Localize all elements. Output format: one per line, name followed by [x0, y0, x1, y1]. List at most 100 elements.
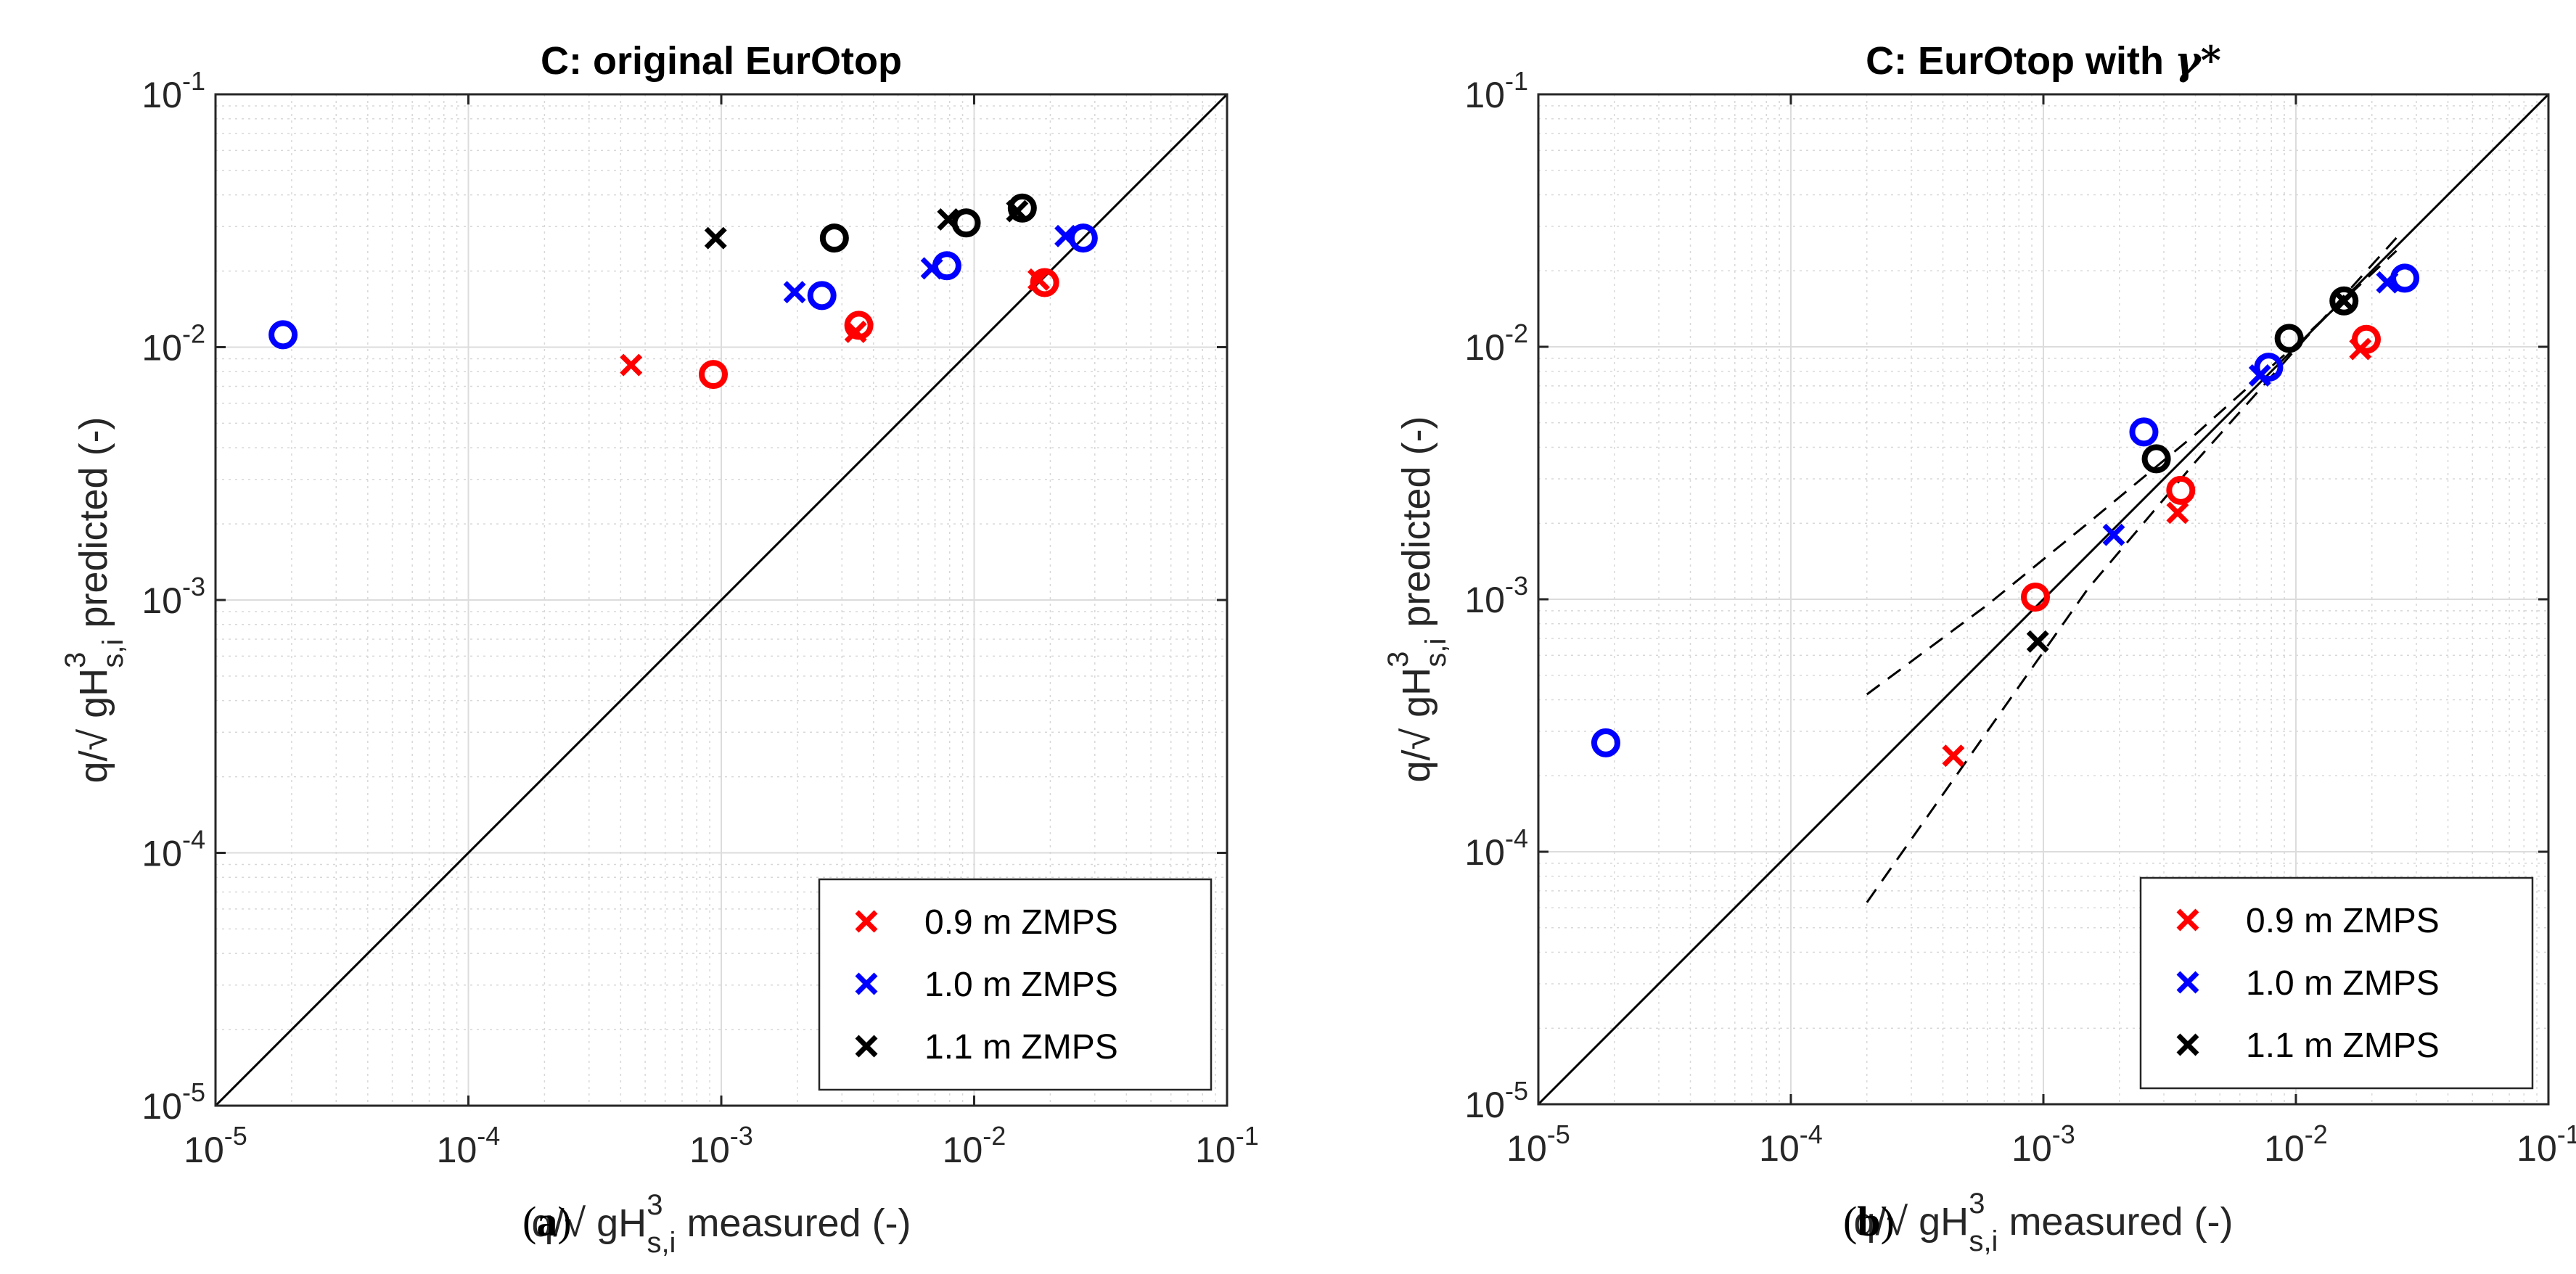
axis-label-text: q/√ gH	[1853, 1200, 1969, 1244]
legend-label: 1.1 m ZMPS	[2246, 1027, 2440, 1065]
one-to-one-line	[1537, 93, 2550, 1106]
legend-marker	[2176, 971, 2199, 994]
cross-stroke	[1942, 744, 1965, 768]
circle-marker	[2129, 417, 2159, 447]
panel-b: 10-510-510-410-410-310-310-210-210-110-1…	[1382, 37, 2576, 1257]
tick-base: 10	[1195, 1130, 1236, 1170]
x-tick-label: 10-1	[2516, 1119, 2576, 1169]
x-tick-label: 10-2	[2264, 1119, 2328, 1169]
tick-exponent: -1	[1505, 66, 1528, 96]
cross-stroke	[2332, 289, 2355, 313]
axis-label-superscript: 3	[1969, 1188, 1985, 1220]
circle-marker	[1068, 223, 1098, 253]
cross-stroke	[937, 207, 960, 231]
legend-marker	[855, 1035, 878, 1058]
legend-box	[818, 878, 1213, 1091]
axis-label-subscript: s,i	[647, 1227, 676, 1259]
one-to-one-line	[214, 93, 1228, 1107]
tick-exponent: -1	[182, 66, 205, 96]
tick-base: 10	[141, 834, 182, 874]
tick-base: 10	[1464, 327, 1505, 368]
axis-label-text: predicted (-)	[1395, 416, 1438, 638]
legend-label: 1.0 m ZMPS	[2246, 964, 2440, 1003]
legend-marker	[2176, 1033, 2199, 1056]
x-tick-label: 10-5	[184, 1121, 247, 1170]
tick-exponent: -2	[1505, 318, 1528, 348]
circle-marker	[2329, 286, 2359, 316]
x-tick-label: 10-3	[689, 1121, 753, 1170]
tick-base: 10	[689, 1130, 730, 1170]
axis-label-text: measured (-)	[1998, 1200, 2233, 1244]
cross-stroke	[2166, 501, 2189, 525]
tick-base: 10	[437, 1130, 477, 1170]
tick-exponent: -4	[1800, 1119, 1823, 1149]
tick-exponent: -2	[983, 1121, 1006, 1151]
data-markers	[268, 193, 1098, 390]
tick-exponent: -1	[1236, 1121, 1259, 1151]
tick-base: 10	[1464, 75, 1505, 115]
cross-marker	[2026, 630, 2049, 653]
axis-label-subscript: s,i	[1969, 1225, 1998, 1257]
cross-stroke	[2349, 337, 2372, 361]
confidence-band-line	[1866, 250, 2397, 696]
cross-marker	[844, 320, 867, 343]
tick-base: 10	[1506, 1128, 1547, 1169]
cross-marker	[620, 353, 643, 377]
circle-marker	[2274, 324, 2304, 353]
circle-marker	[1591, 728, 1620, 757]
x-tick-label: 10-4	[1759, 1119, 1823, 1169]
tick-exponent: -4	[182, 825, 205, 855]
legend-label: 0.9 m ZMPS	[924, 903, 1118, 942]
cross-stroke	[2176, 908, 2199, 932]
cross-marker	[2102, 523, 2125, 546]
tick-base: 10	[1464, 580, 1505, 620]
legend-label: 0.9 m ZMPS	[2246, 902, 2440, 940]
tick-exponent: -5	[1547, 1119, 1570, 1149]
axis-label-text: measured (-)	[676, 1201, 911, 1245]
cross-stroke	[920, 257, 943, 280]
tick-base: 10	[2264, 1128, 2305, 1169]
circle-marker	[2254, 353, 2284, 382]
cross-stroke	[1027, 268, 1050, 291]
legend-marker	[2176, 908, 2199, 932]
legend: 0.9 m ZMPS 1.0 m ZMPS 1.1 m ZMPS	[2139, 876, 2534, 1090]
axis-label-text: q/√ gH	[1395, 667, 1438, 783]
cross-marker	[1942, 744, 1965, 768]
cross-stroke	[2176, 971, 2199, 994]
tick-exponent: -3	[730, 1121, 753, 1151]
cross-marker	[783, 281, 806, 304]
cross-stroke	[2248, 364, 2271, 387]
cross-stroke	[2376, 271, 2399, 294]
tick-exponent: -2	[2305, 1119, 2328, 1149]
cross-stroke	[844, 320, 867, 343]
x-tick-label: 10-4	[437, 1121, 501, 1170]
tick-exponent: -4	[1505, 823, 1528, 853]
y-tick-label: 10-3	[1464, 571, 1528, 620]
tick-base: 10	[1759, 1128, 1800, 1169]
cross-marker	[2349, 337, 2372, 361]
cross-stroke	[783, 281, 806, 304]
y-axis-label: q/√ gH3 s,i predicted (-)	[1382, 416, 1452, 782]
tick-exponent: -1	[2557, 1119, 2576, 1149]
cross-stroke	[620, 353, 643, 377]
cross-stroke	[855, 972, 878, 995]
tick-base: 10	[184, 1130, 224, 1170]
panel-caption-a: (a)	[522, 1198, 572, 1245]
tick-exponent: -5	[182, 1077, 205, 1107]
tick-base: 10	[141, 75, 182, 115]
legend-box	[2139, 876, 2534, 1090]
chart-title: C: EurOtop with γ*	[1866, 37, 2221, 83]
y-tick-label: 10-5	[141, 1077, 205, 1127]
y-axis-label: q/√ gH3 s,i predicted (-)	[60, 416, 129, 783]
tick-base: 10	[141, 580, 182, 621]
cross-marker	[1054, 224, 1078, 247]
y-tick-label: 10-5	[1464, 1076, 1528, 1125]
y-tick-label: 10-2	[1464, 318, 1528, 368]
legend-marker	[855, 910, 878, 933]
cross-marker	[1006, 200, 1029, 223]
x-axis-label: q/√ gH3 s,i measured (-)	[1853, 1188, 2233, 1257]
panel-a: 10-510-510-410-410-310-310-210-210-110-1…	[60, 39, 1259, 1259]
legend-marker	[855, 972, 878, 995]
x-tick-label: 10-1	[1195, 1121, 1259, 1170]
